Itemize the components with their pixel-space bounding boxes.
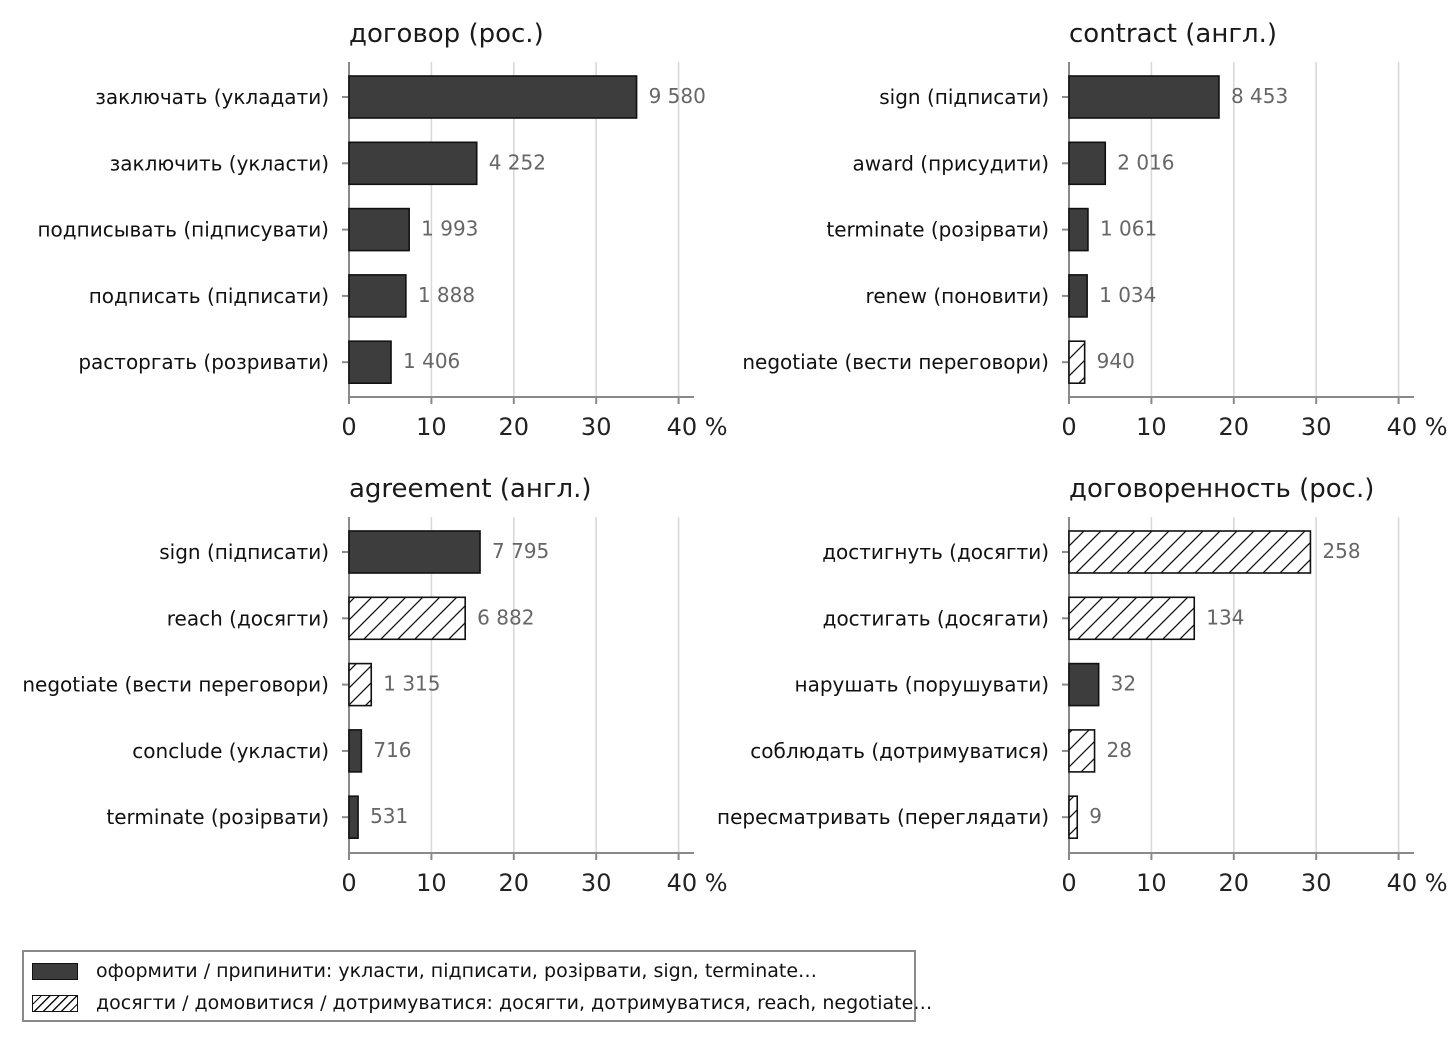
category-label: negotiate (вести переговори) <box>742 350 1049 374</box>
category-label: conclude (укласти) <box>132 739 329 763</box>
category-label: расторгать (розривати) <box>78 350 329 374</box>
chart-title: договор (рос.) <box>349 19 544 49</box>
bar-value-label: 716 <box>373 738 411 762</box>
category-label: renew (поновити) <box>866 284 1049 308</box>
bar-solid <box>348 729 363 773</box>
bar-solid <box>348 795 359 840</box>
category-label: достигать (досягати) <box>823 606 1049 630</box>
category-label: sign (підписати) <box>159 540 329 564</box>
bar-hatched <box>348 596 466 641</box>
category-label: award (присудити) <box>853 151 1049 175</box>
chart-panel-4: договоренность (рос.) 0 10 20 30 40 % достигну… <box>717 474 1448 897</box>
bar-hatched <box>1068 340 1086 385</box>
category-label: пересматривать (переглядати) <box>717 805 1049 829</box>
bar-value-label: 1 406 <box>403 349 460 373</box>
x-tick-label: 0 <box>1061 413 1076 441</box>
legend-label-formalize: оформити / припинити: укласти, підписати… <box>96 960 818 982</box>
x-tick-label: 30 <box>1301 413 1332 441</box>
legend-swatch-solid <box>32 962 78 980</box>
bar-solid <box>1068 662 1100 707</box>
bar-value-label: 940 <box>1097 349 1135 373</box>
category-label: заключить (укласти) <box>110 151 329 175</box>
chart-panel-3: agreement (англ.) 0 10 20 30 40 % sign (підпис… <box>22 474 727 897</box>
bar-value-label: 1 034 <box>1099 283 1156 307</box>
bar-value-label: 7 795 <box>492 539 549 563</box>
bar-solid <box>1068 141 1107 186</box>
category-label: подписать (підписати) <box>89 284 329 308</box>
bar-hatched <box>1068 729 1096 773</box>
bar-value-label: 8 453 <box>1231 84 1288 108</box>
chart-title: договоренность (рос.) <box>1069 474 1374 504</box>
chart-panel-1: договор (рос.) 0 10 20 30 40 % заключать (укла… <box>37 19 727 441</box>
x-tick-label: 40 % <box>667 869 728 897</box>
bar-solid <box>1068 75 1220 119</box>
category-label: подписывать (підписувати) <box>37 218 329 242</box>
bar-value-label: 32 <box>1111 672 1136 696</box>
x-tick-label: 40 % <box>1387 869 1448 897</box>
chart-title: contract (англ.) <box>1069 19 1277 49</box>
bar-value-label: 4 252 <box>489 150 546 174</box>
bar-solid <box>348 340 392 385</box>
x-tick-label: 20 <box>499 869 530 897</box>
category-label: negotiate (вести переговори) <box>22 673 329 697</box>
bar-value-label: 1 993 <box>421 217 478 241</box>
legend-item-agree: досягти / домовитися / дотримуватися: до… <box>32 991 932 1015</box>
legend-swatch-hatched <box>32 994 78 1012</box>
bar-solid <box>1068 274 1088 318</box>
bar-value-label: 1 061 <box>1100 217 1157 241</box>
category-label: соблюдать (дотримуватися) <box>750 739 1049 763</box>
x-tick-label: 0 <box>341 413 356 441</box>
category-label: нарушать (порушувати) <box>795 673 1050 697</box>
x-tick-label: 30 <box>1301 869 1332 897</box>
legend-label-agree: досягти / домовитися / дотримуватися: до… <box>96 992 933 1014</box>
x-tick-label: 40 % <box>667 413 728 441</box>
bar-value-label: 1 315 <box>383 672 440 696</box>
legend: оформити / припинити: укласти, підписати… <box>22 950 932 1022</box>
legend-item-formalize: оформити / припинити: укласти, підписати… <box>32 959 817 983</box>
category-label: terminate (розірвати) <box>106 805 329 829</box>
category-label: sign (підписати) <box>879 85 1049 109</box>
bar-value-label: 2 016 <box>1117 150 1174 174</box>
bar-value-label: 9 <box>1089 804 1102 828</box>
bar-hatched <box>1068 596 1196 641</box>
chart-panel-2: contract (англ.) 0 10 20 30 40 % sign (підписа… <box>742 19 1447 441</box>
bar-solid <box>348 141 478 186</box>
x-tick-label: 40 % <box>1387 413 1448 441</box>
x-tick-label: 0 <box>1061 869 1076 897</box>
x-tick-label: 20 <box>1219 413 1250 441</box>
chart-title: agreement (англ.) <box>349 474 592 504</box>
bar-solid <box>1068 207 1089 252</box>
category-label: заключать (укладати) <box>95 85 329 109</box>
bar-hatched <box>348 662 373 707</box>
category-label: достигнуть (досягти) <box>822 540 1049 564</box>
bar-value-label: 258 <box>1322 539 1360 563</box>
x-tick-label: 10 <box>416 869 447 897</box>
bar-hatched <box>1068 530 1312 574</box>
bar-hatched <box>1068 795 1079 840</box>
bar-solid <box>348 274 407 318</box>
category-label: terminate (розірвати) <box>826 218 1049 242</box>
x-tick-label: 30 <box>581 869 612 897</box>
bar-value-label: 1 888 <box>418 283 475 307</box>
x-tick-label: 20 <box>499 413 530 441</box>
category-label: reach (досягти) <box>167 606 329 630</box>
bar-value-label: 28 <box>1107 738 1132 762</box>
x-tick-label: 0 <box>341 869 356 897</box>
bar-solid <box>348 75 638 119</box>
x-tick-label: 30 <box>581 413 612 441</box>
bar-value-label: 134 <box>1206 605 1244 629</box>
bar-value-label: 531 <box>370 804 408 828</box>
bar-value-label: 9 580 <box>649 84 706 108</box>
x-tick-label: 10 <box>1136 869 1167 897</box>
x-tick-label: 10 <box>1136 413 1167 441</box>
bar-solid <box>348 207 410 252</box>
bar-value-label: 6 882 <box>477 605 534 629</box>
x-tick-label: 20 <box>1219 869 1250 897</box>
bar-solid <box>348 530 481 574</box>
x-tick-label: 10 <box>416 413 447 441</box>
